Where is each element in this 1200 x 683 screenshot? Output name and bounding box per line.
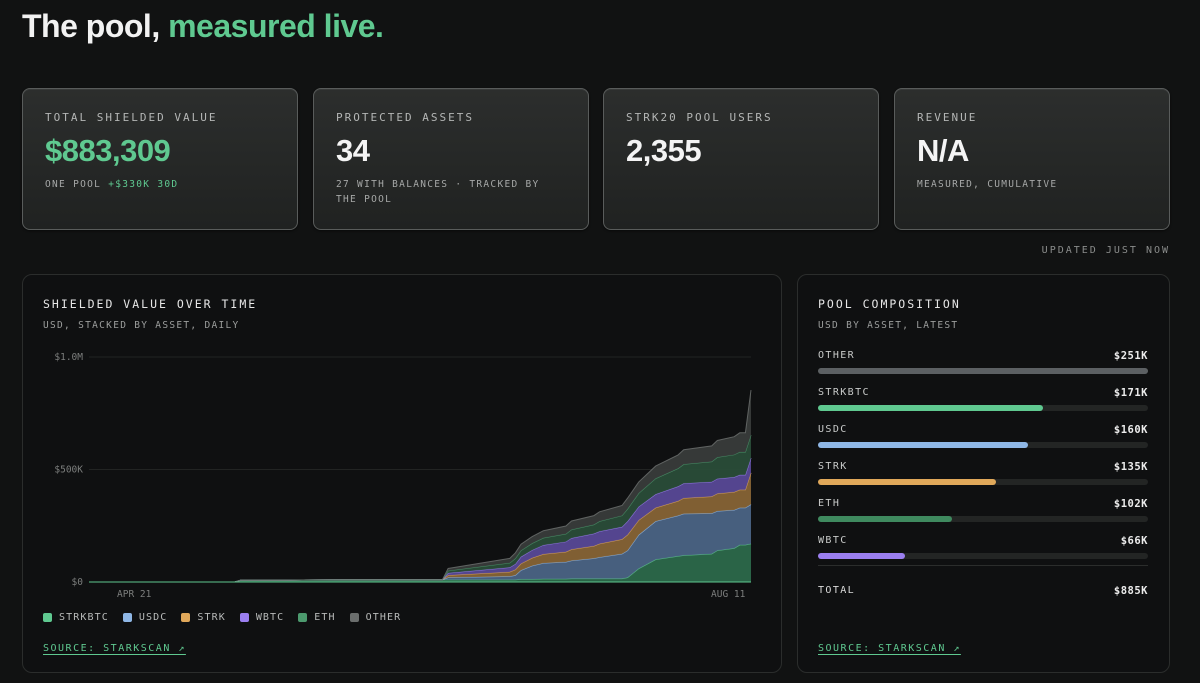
composition-bar-track bbox=[818, 553, 1148, 559]
composition-asset-value: $160K bbox=[1113, 424, 1148, 436]
stat-sub: MEASURED, CUMULATIVE bbox=[917, 179, 1058, 190]
stat-value: N/A bbox=[917, 133, 969, 168]
composition-asset-name: STRK bbox=[818, 461, 848, 472]
stat-label: STRK20 POOL USERS bbox=[626, 111, 773, 124]
composition-asset-name: USDC bbox=[818, 424, 848, 435]
chart-legend: STRKBTC USDC STRK WBTC ETH OTHER bbox=[43, 612, 401, 623]
composition-row-strk: STRK $135K bbox=[818, 461, 1148, 491]
legend-swatch bbox=[239, 613, 249, 622]
legend-label: STRK bbox=[197, 612, 226, 623]
composition-asset-name: ETH bbox=[818, 498, 841, 509]
composition-row-other: OTHER $251K bbox=[818, 350, 1148, 380]
legend-swatch bbox=[298, 613, 308, 622]
composition-asset-value: $66K bbox=[1120, 535, 1148, 547]
area-strkbtc bbox=[89, 543, 751, 582]
title-prefix: The pool, bbox=[22, 8, 160, 44]
stat-sub-text: ONE POOL bbox=[45, 179, 102, 190]
stat-sub: ONE POOL +$330K 30D bbox=[45, 177, 275, 192]
composition-total-row: TOTAL $885K bbox=[818, 585, 1148, 601]
composition-asset-name: STRKBTC bbox=[818, 387, 870, 398]
y-tick-label: $1.0M bbox=[54, 352, 83, 363]
legend-label: STRKBTC bbox=[59, 612, 109, 623]
legend-item-strk: STRK bbox=[181, 612, 225, 623]
legend-item-wbtc: WBTC bbox=[239, 612, 285, 623]
y-tick-label: $500K bbox=[54, 465, 83, 476]
composition-total-label: TOTAL bbox=[818, 585, 856, 596]
composition-title: POOL COMPOSITION bbox=[818, 297, 961, 311]
x-tick-label: APR 21 bbox=[117, 589, 152, 600]
legend-label: ETH bbox=[314, 612, 336, 623]
composition-row-wbtc: WBTC $66K bbox=[818, 535, 1148, 565]
chart-subtitle: USD, STACKED BY ASSET, DAILY bbox=[43, 320, 240, 331]
composition-asset-name: WBTC bbox=[818, 535, 848, 546]
chart-panel: SHIELDED VALUE OVER TIME USD, STACKED BY… bbox=[22, 274, 782, 673]
y-tick-label: $0 bbox=[72, 577, 84, 588]
composition-row-eth: ETH $102K bbox=[818, 498, 1148, 528]
composition-bar-fill bbox=[818, 479, 996, 485]
legend-swatch bbox=[349, 613, 359, 622]
legend-item-eth: ETH bbox=[298, 612, 335, 623]
line-other bbox=[89, 390, 752, 583]
composition-bar-fill bbox=[818, 442, 1029, 448]
stat-delta: +$330K 30D bbox=[108, 179, 179, 190]
stat-card-revenue: REVENUE N/A MEASURED, CUMULATIVE bbox=[894, 88, 1170, 230]
stat-value: 34 bbox=[336, 133, 370, 168]
legend-label: OTHER bbox=[365, 612, 402, 623]
stat-value: 2,355 bbox=[626, 133, 702, 168]
composition-source-link[interactable]: SOURCE: STARKSCAN ↗ bbox=[818, 643, 961, 654]
x-tick-label: AUG 11 bbox=[711, 589, 746, 600]
legend-item-usdc: USDC bbox=[122, 612, 168, 623]
composition-bar-fill bbox=[818, 368, 1148, 374]
composition-bar-fill bbox=[818, 553, 905, 559]
composition-bar-track bbox=[818, 516, 1148, 522]
legend-label: WBTC bbox=[255, 612, 285, 623]
area-usdc bbox=[89, 504, 751, 582]
stacked-area-chart: $0 $500K $1.0M APR 21 AUG 11 bbox=[54, 352, 752, 600]
composition-total-value: $885K bbox=[1113, 585, 1148, 597]
composition-subtitle: USD BY ASSET, LATEST bbox=[818, 320, 959, 331]
composition-asset-value: $102K bbox=[1113, 498, 1148, 510]
chart-source-link[interactable]: SOURCE: STARKSCAN ↗ bbox=[43, 643, 186, 654]
legend-item-strkbtc: STRKBTC bbox=[43, 612, 109, 623]
stat-card-pool-users: STRK20 POOL USERS 2,355 bbox=[603, 88, 879, 230]
stat-value: $883,309 bbox=[45, 133, 171, 168]
stat-label: REVENUE bbox=[917, 111, 978, 124]
area-strk bbox=[89, 472, 751, 582]
composition-asset-name: OTHER bbox=[818, 350, 856, 361]
composition-bar-track bbox=[818, 442, 1148, 448]
stat-sub: 27 WITH BALANCES · TRACKED BY THE POOL bbox=[336, 179, 540, 205]
stat-card-total-shielded-value: TOTAL SHIELDED VALUE $883,309 ONE POOL +… bbox=[22, 88, 298, 230]
composition-bar-track bbox=[818, 368, 1148, 374]
stat-card-protected-assets: PROTECTED ASSETS 34 27 WITH BALANCES · T… bbox=[313, 88, 589, 230]
title-accent: measured live. bbox=[168, 8, 384, 44]
stat-label: TOTAL SHIELDED VALUE bbox=[45, 111, 218, 124]
updated-status: UPDATED JUST NOW bbox=[1041, 245, 1170, 256]
legend-swatch bbox=[181, 613, 191, 622]
composition-asset-value: $171K bbox=[1113, 387, 1148, 399]
composition-panel: POOL COMPOSITION USD BY ASSET, LATEST OT… bbox=[797, 274, 1170, 673]
composition-row-strkbtc: STRKBTC $171K bbox=[818, 387, 1148, 417]
composition-divider bbox=[818, 565, 1148, 566]
legend-swatch bbox=[43, 613, 52, 622]
legend-item-other: OTHER bbox=[349, 612, 402, 623]
stat-label: PROTECTED ASSETS bbox=[336, 111, 474, 124]
page-title: The pool, measured live. bbox=[22, 8, 384, 45]
legend-swatch bbox=[122, 613, 132, 622]
composition-bar-track bbox=[818, 479, 1148, 485]
composition-bar-fill bbox=[818, 516, 952, 522]
composition-row-usdc: USDC $160K bbox=[818, 424, 1148, 454]
legend-label: USDC bbox=[138, 612, 168, 623]
composition-asset-value: $135K bbox=[1113, 461, 1148, 473]
composition-bar-track bbox=[818, 405, 1148, 411]
composition-bar-fill bbox=[818, 405, 1043, 411]
chart-title: SHIELDED VALUE OVER TIME bbox=[43, 297, 258, 311]
composition-asset-value: $251K bbox=[1113, 350, 1148, 362]
